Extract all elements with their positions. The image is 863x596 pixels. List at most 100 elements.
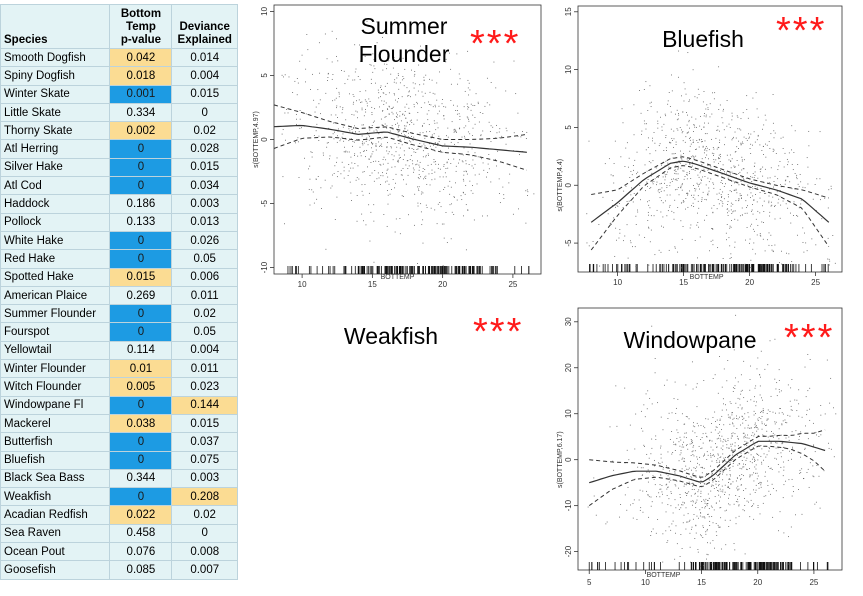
scatter-point (422, 132, 424, 134)
scatter-point (671, 453, 673, 455)
scatter-point (731, 158, 733, 160)
scatter-point (480, 134, 482, 136)
scatter-point (495, 124, 497, 126)
scatter-point (669, 204, 671, 206)
scatter-point (792, 448, 794, 450)
scatter-point (740, 393, 742, 395)
scatter-point (661, 129, 663, 131)
scatter-point (498, 131, 500, 133)
scatter-point (713, 183, 715, 185)
scatter-point (749, 516, 751, 518)
scatter-point (748, 242, 750, 244)
scatter-point (669, 106, 671, 107)
scatter-point (655, 150, 657, 152)
scatter-point (742, 466, 744, 468)
scatter-point (677, 167, 679, 169)
deviance-cell: 0.023 (171, 377, 238, 397)
scatter-point (744, 553, 746, 555)
scatter-point (730, 443, 732, 445)
scatter-point (744, 212, 746, 214)
scatter-point (677, 165, 679, 167)
scatter-point (409, 124, 411, 126)
scatter-point (755, 194, 756, 195)
scatter-point (326, 146, 328, 148)
scatter-point (409, 90, 410, 92)
scatter-point (807, 390, 809, 392)
scatter-point (651, 325, 653, 327)
deviance-cell: 0.008 (171, 542, 238, 562)
scatter-point (409, 147, 411, 149)
scatter-point (648, 471, 650, 473)
scatter-point (715, 159, 717, 161)
scatter-point (336, 105, 338, 107)
scatter-point (743, 490, 744, 491)
scatter-point (421, 191, 423, 193)
scatter-point (756, 234, 758, 236)
scatter-point (363, 142, 365, 144)
scatter-point (371, 142, 373, 144)
scatter-point (398, 143, 400, 145)
scatter-point (796, 178, 798, 180)
scatter-point (513, 60, 515, 62)
scatter-point (467, 151, 469, 153)
scatter-point (711, 207, 713, 209)
scatter-point (404, 127, 406, 129)
scatter-point (647, 220, 649, 221)
scatter-point (733, 210, 735, 212)
scatter-point (630, 194, 632, 196)
scatter-point (674, 247, 676, 249)
scatter-point (422, 171, 424, 172)
scatter-point (409, 137, 411, 139)
scatter-point (351, 129, 353, 130)
scatter-point (618, 203, 620, 204)
scatter-point (365, 108, 366, 110)
scatter-point (763, 495, 765, 497)
scatter-point (395, 182, 396, 184)
scatter-point (386, 147, 388, 149)
scatter-point (773, 149, 775, 151)
scatter-point (786, 158, 788, 160)
scatter-point (818, 435, 820, 437)
scatter-point (727, 208, 729, 210)
scatter-point (790, 387, 792, 389)
scatter-point (696, 224, 698, 226)
scatter-point (684, 460, 686, 462)
scatter-point (700, 492, 702, 494)
scatter-point (608, 158, 610, 160)
scatter-point (434, 93, 436, 95)
scatter-point (463, 215, 464, 217)
scatter-point (392, 128, 394, 130)
scatter-point (691, 441, 693, 443)
scatter-point (698, 146, 700, 148)
scatter-point (489, 131, 491, 132)
scatter-point (728, 503, 729, 505)
rug (589, 264, 829, 272)
scatter-point (593, 477, 595, 479)
scatter-point (650, 505, 652, 507)
scatter-point (714, 411, 716, 413)
scatter-point (760, 188, 762, 189)
scatter-point (693, 455, 695, 457)
scatter-point (432, 92, 434, 94)
scatter-point (757, 134, 759, 136)
deviance-cell: 0.003 (171, 468, 238, 489)
scatter-point (637, 171, 639, 173)
scatter-point (799, 435, 800, 437)
scatter-point (733, 417, 735, 419)
scatter-point (733, 425, 735, 427)
scatter-point (699, 236, 701, 238)
scatter-point (673, 169, 675, 171)
scatter-point (790, 222, 792, 224)
scatter-point (352, 127, 354, 129)
scatter-point (649, 85, 651, 87)
scatter-point (644, 416, 646, 418)
scatter-point (745, 137, 747, 139)
scatter-point (416, 119, 418, 121)
scatter-point (420, 45, 422, 47)
scatter-point (676, 119, 678, 121)
scatter-point (697, 185, 699, 187)
scatter-point (730, 437, 732, 439)
scatter-point (757, 357, 759, 359)
scatter-point (673, 153, 675, 155)
scatter-point (743, 159, 745, 161)
